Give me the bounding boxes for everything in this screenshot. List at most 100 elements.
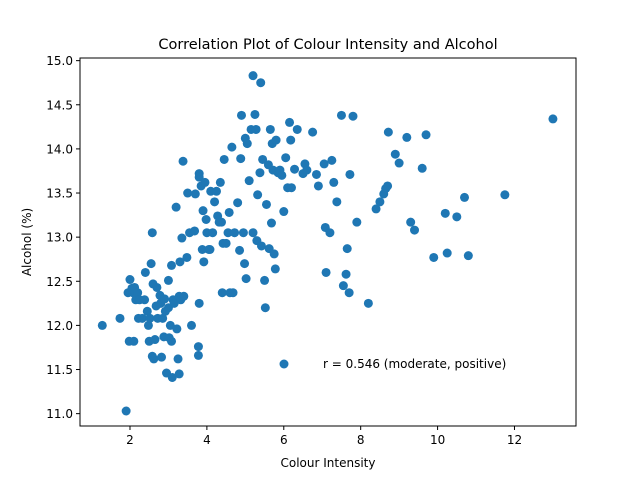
y-tick-label: 12.0 — [46, 319, 73, 333]
data-point — [460, 192, 469, 202]
data-point — [115, 313, 125, 323]
y-tick-label: 14.5 — [46, 98, 73, 112]
data-point — [224, 207, 234, 217]
data-point — [146, 259, 156, 269]
data-point — [341, 269, 351, 279]
data-point — [277, 170, 287, 180]
data-point — [383, 181, 393, 191]
data-point — [308, 127, 318, 137]
data-point — [363, 298, 373, 308]
data-point — [548, 114, 558, 124]
data-point — [429, 252, 439, 262]
scatter-points — [97, 71, 558, 416]
data-point — [261, 199, 271, 209]
data-point — [233, 198, 243, 208]
data-point — [199, 257, 209, 267]
data-point — [251, 124, 261, 134]
x-axis-label: Colour Intensity — [281, 456, 376, 470]
data-point — [167, 372, 177, 382]
data-point — [179, 291, 189, 301]
data-point — [383, 127, 393, 137]
data-point — [223, 228, 233, 238]
x-tick-label: 12 — [507, 433, 522, 447]
plot-frame — [79, 57, 577, 427]
data-point — [147, 228, 157, 238]
data-point — [145, 313, 155, 323]
data-point — [227, 142, 237, 152]
data-point — [248, 228, 258, 238]
data-point — [248, 71, 258, 81]
data-point — [175, 257, 185, 267]
data-point — [266, 218, 276, 228]
data-point — [336, 110, 346, 120]
data-point — [193, 350, 203, 360]
data-point — [183, 188, 193, 198]
data-point — [258, 154, 268, 164]
data-point — [255, 168, 265, 178]
data-point — [177, 233, 187, 243]
data-point — [500, 190, 510, 200]
data-point — [240, 259, 250, 269]
data-point — [208, 228, 218, 238]
data-point — [345, 169, 355, 179]
data-point — [253, 190, 263, 200]
data-point — [236, 110, 246, 120]
data-point — [394, 158, 404, 168]
data-point — [200, 177, 210, 187]
data-point — [311, 169, 321, 179]
data-point — [321, 267, 331, 277]
data-point — [174, 369, 184, 379]
data-point — [197, 245, 207, 254]
data-point — [172, 324, 182, 334]
data-point — [216, 217, 226, 227]
y-tick-label: 14.0 — [46, 142, 73, 156]
data-point — [167, 336, 177, 346]
x-tick-label: 4 — [203, 433, 211, 447]
data-point — [201, 215, 211, 224]
data-point — [228, 288, 238, 298]
data-point — [167, 260, 177, 270]
data-point — [348, 111, 358, 121]
y-tick-label: 15.0 — [46, 54, 73, 68]
data-point — [410, 225, 420, 235]
data-point — [402, 132, 412, 142]
y-tick-label: 13.5 — [46, 187, 73, 201]
data-point — [342, 244, 352, 254]
data-point — [313, 181, 323, 191]
data-point — [319, 159, 329, 169]
data-point — [133, 288, 143, 298]
data-point — [149, 354, 159, 364]
data-point — [121, 406, 131, 416]
data-point — [279, 207, 289, 217]
data-point — [212, 186, 221, 196]
data-point — [236, 154, 246, 164]
data-point — [238, 228, 248, 238]
data-point — [265, 124, 275, 134]
data-point — [463, 251, 473, 261]
data-point — [190, 226, 200, 236]
data-point — [286, 183, 296, 193]
x-tick-label: 2 — [126, 433, 134, 447]
y-tick-label: 11.0 — [46, 407, 73, 421]
data-point — [302, 165, 312, 175]
data-point — [440, 208, 450, 218]
data-point — [256, 78, 266, 88]
data-point — [325, 228, 335, 238]
data-point — [230, 228, 240, 238]
data-point — [242, 139, 252, 149]
data-point — [235, 245, 245, 255]
y-axis: 11.0 11.5 12.0 12.5 13.0 13.5 14.0 14.5 15.0 — [46, 54, 80, 421]
data-point — [215, 177, 225, 187]
data-point — [406, 217, 416, 227]
data-point — [140, 295, 150, 305]
data-point — [327, 155, 337, 165]
correlation-annotation: r = 0.546 (moderate, positive) — [323, 357, 506, 371]
data-point — [160, 294, 170, 304]
data-point — [375, 197, 385, 207]
data-point — [142, 306, 152, 316]
data-point — [260, 303, 270, 313]
data-point — [221, 238, 231, 248]
data-point — [219, 154, 229, 164]
